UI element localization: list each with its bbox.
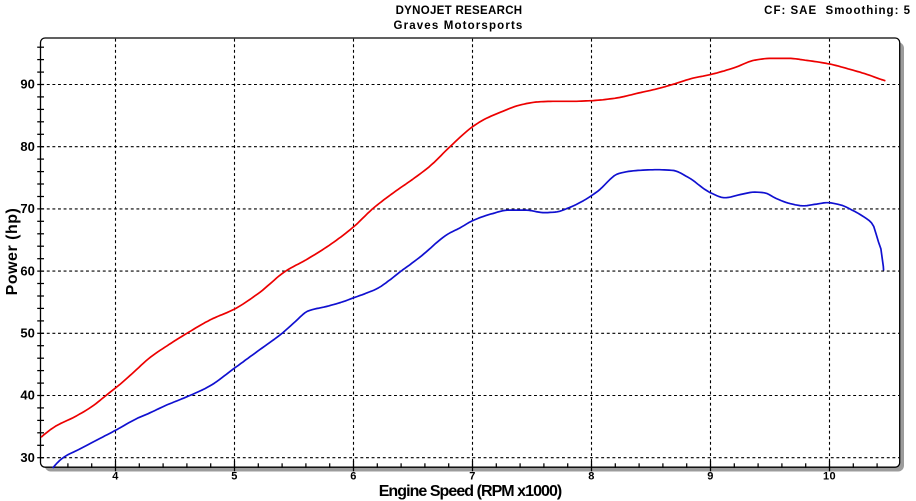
svg-text:4: 4: [112, 470, 119, 482]
svg-text:60: 60: [20, 263, 34, 278]
svg-text:7: 7: [469, 470, 476, 482]
svg-text:Graves Motorsports: Graves Motorsports: [394, 20, 524, 32]
svg-text:CF: SAE Smoothing: 5: CF: SAE Smoothing: 5: [764, 5, 911, 17]
svg-text:70: 70: [20, 201, 34, 216]
svg-text:5: 5: [231, 470, 238, 482]
svg-text:40: 40: [20, 388, 34, 403]
svg-text:Power (hp): Power (hp): [4, 208, 21, 296]
svg-text:8: 8: [588, 470, 595, 482]
svg-text:50: 50: [20, 326, 34, 341]
svg-text:30: 30: [20, 450, 34, 465]
svg-text:Engine Speed (RPM x1000): Engine Speed (RPM x1000): [379, 483, 562, 500]
svg-text:DYNOJET RESEARCH: DYNOJET RESEARCH: [396, 5, 523, 17]
svg-text:80: 80: [20, 139, 34, 154]
svg-text:10: 10: [823, 470, 836, 482]
svg-text:9: 9: [707, 470, 714, 482]
svg-text:90: 90: [20, 77, 34, 92]
svg-text:6: 6: [350, 470, 357, 482]
